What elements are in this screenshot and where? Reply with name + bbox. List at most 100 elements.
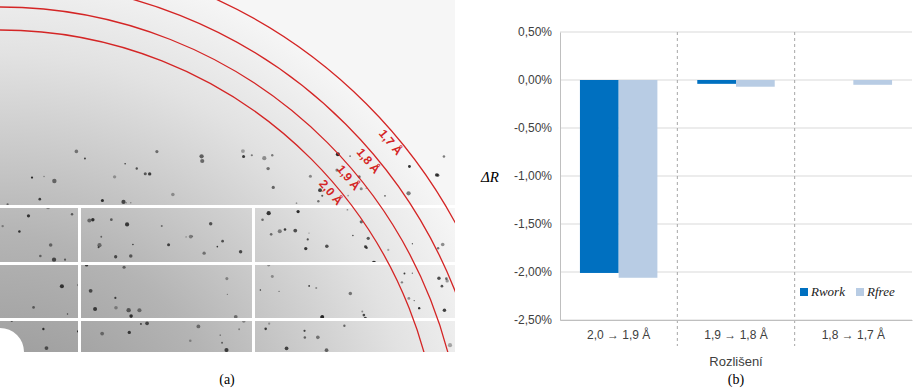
legend: Rwork Rfree [800,284,895,299]
y-tick-label: -2,00% [514,265,552,279]
y-tick: -2,50% [514,313,560,327]
caption: (b) [728,372,745,388]
bar [619,80,658,278]
spot [167,243,170,246]
spot [349,292,352,295]
spot [441,243,445,247]
y-tick: 0,00% [518,73,560,87]
spot [171,193,175,197]
x-tick: 2,0 → 1,9 Å [587,320,650,342]
spots [1,149,452,352]
grid-line [560,320,912,321]
legend-label: Rfree [866,284,895,299]
x-axis: 2,0 → 1,9 Å 1,9 → 1,8 Å 1,8 → 1,7 Å [561,320,913,342]
bar [736,80,775,87]
panel-a [0,0,455,352]
spot [140,323,142,325]
y-tick: 0,50% [518,25,560,39]
spot [347,195,349,197]
spot [367,237,370,240]
spot [38,198,41,201]
spot [242,155,245,158]
y-tick: -1,00% [514,169,560,183]
ring-label: 1,8 Å [354,145,384,177]
resolution-ring [0,0,455,352]
spot [448,343,452,347]
y-tick-label: 0,00% [518,73,552,87]
spot [67,313,69,315]
module-gap [0,205,455,208]
spot [27,214,30,217]
spot [91,218,94,221]
spot [125,202,126,203]
spot [189,235,193,239]
spot [132,244,134,246]
spot [408,165,411,168]
bar [580,80,619,273]
ring-label: 1,9 Å [334,162,364,194]
spot [100,332,104,336]
spot [185,236,186,237]
spot [126,308,130,312]
y-tick-label: -2,50% [514,313,552,327]
spot [137,308,141,312]
spot [227,294,228,295]
spot [145,322,149,326]
spot [113,175,116,178]
spot [87,219,91,223]
spot [285,346,289,350]
spot [64,259,66,261]
spot [189,339,192,342]
spot [267,211,271,215]
spot [161,225,163,227]
spot [123,266,126,269]
spot [387,249,389,251]
panel-b: -2,50%-2,00%-1,50%-1,00%-0,50%0,00%0,50%… [480,25,912,369]
legend-label: Rwork [810,284,845,299]
spot [406,191,410,195]
spot [220,334,221,335]
x-tick: 1,8 → 1,7 Å [822,320,885,342]
spot [148,172,151,175]
spot [262,156,266,160]
grid [560,32,912,320]
spot [343,325,345,327]
resolution-ring [0,7,455,352]
resolution-ring [0,30,440,352]
spot [128,331,131,334]
spot [412,273,413,274]
spot [261,219,264,222]
spot [271,154,273,156]
spot [101,199,104,202]
spot [224,348,228,352]
module-gap [78,205,81,352]
x-tick-label: 1,8 → 1,7 Å [822,327,885,342]
spot [98,246,100,248]
spot [114,255,117,258]
spot [199,154,203,158]
spot [93,307,97,311]
spot [129,314,133,318]
legend-swatch [800,288,808,296]
spot [443,155,446,158]
category-separator [677,32,678,346]
spot [412,243,413,244]
spot [238,328,240,330]
spot [130,202,131,203]
spot [293,229,297,233]
spot [52,179,56,183]
spot [241,149,245,153]
beam-stop [0,328,24,352]
spot [125,222,129,226]
spot [308,285,310,287]
spot [364,245,367,248]
spot [304,336,307,339]
x-tick-label: 1,9 → 1,8 Å [704,327,767,342]
bar [815,80,854,81]
spot [437,277,440,280]
spot [435,173,438,176]
spot [414,300,415,301]
spot [75,150,79,154]
module-gap [0,318,455,321]
spot [349,155,351,157]
